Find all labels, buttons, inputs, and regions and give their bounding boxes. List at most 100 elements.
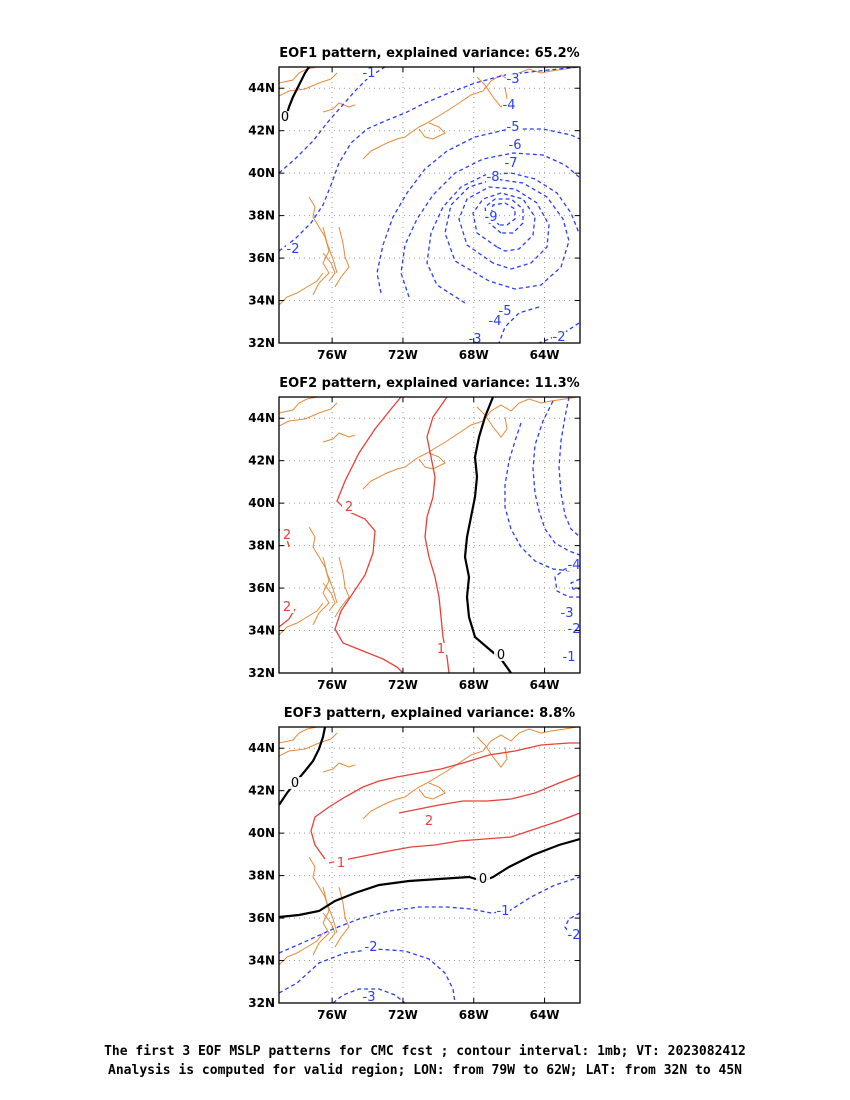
- contour-label: 0: [291, 776, 299, 791]
- contour-label: -6: [509, 138, 522, 153]
- coastline: [322, 556, 338, 604]
- contour-label: 2: [425, 814, 433, 829]
- y-tick-label: 34N: [248, 294, 275, 308]
- contour-label: -3: [363, 990, 376, 1005]
- x-tick-label: 72W: [388, 678, 418, 692]
- positive-contour: [328, 812, 580, 864]
- zero-contour: [279, 727, 327, 806]
- coastline: [476, 76, 508, 108]
- contour-label: -1: [563, 650, 576, 665]
- coastline: [279, 602, 324, 636]
- zero-contour: [279, 837, 580, 919]
- contour-label: -3: [469, 332, 482, 347]
- contour-label: -4: [503, 98, 516, 113]
- contour-label: -8: [487, 170, 500, 185]
- x-tick-label: 72W: [388, 1008, 418, 1022]
- y-tick-label: 40N: [248, 166, 275, 180]
- negative-contour: [400, 152, 580, 298]
- negative-contour: [472, 192, 536, 252]
- caption-line-1: The first 3 EOF MSLP patterns for CMC fc…: [104, 1044, 746, 1059]
- panel-title: EOF3 pattern, explained variance: 8.8%: [284, 706, 575, 721]
- eof2-panel: EOF2 pattern, explained variance: 11.3% 2…: [248, 376, 581, 692]
- coastline: [322, 252, 336, 282]
- coastline: [418, 452, 446, 470]
- coastline: [334, 226, 350, 288]
- contour-label: -9: [485, 210, 498, 225]
- contour-label: -2: [365, 940, 378, 955]
- zero-contour: [283, 67, 310, 122]
- coastline: [279, 402, 338, 427]
- coastline: [308, 526, 330, 626]
- contour-label: -3: [507, 72, 520, 87]
- contour-label: 1: [437, 642, 445, 657]
- positive-contour: [424, 397, 450, 673]
- zero-contour: [463, 397, 512, 673]
- coastline: [322, 886, 338, 934]
- y-tick-label: 42N: [248, 454, 275, 468]
- x-tick-label: 68W: [459, 1008, 489, 1022]
- negative-contour: [332, 988, 406, 1003]
- coastline: [322, 762, 356, 773]
- contour-label: -4: [568, 558, 581, 573]
- y-tick-label: 44N: [248, 411, 275, 425]
- negative-contour: [564, 912, 580, 938]
- negative-contour: [558, 397, 580, 538]
- contour-label: -5: [507, 120, 520, 135]
- negative-contour: [554, 564, 580, 598]
- negative-contour: [279, 67, 386, 174]
- negative-contour: [498, 306, 540, 343]
- y-tick-label: 32N: [248, 996, 275, 1010]
- coastline: [279, 727, 318, 744]
- x-tick-label: 72W: [388, 348, 418, 362]
- x-tick-label: 64W: [530, 1008, 560, 1022]
- contour-label: -4: [489, 314, 502, 329]
- plot-frame: [278, 396, 581, 674]
- contour-label: -7: [505, 156, 518, 171]
- coastline: [279, 272, 324, 306]
- x-tick-label: 76W: [317, 1008, 347, 1022]
- contour-label: -2: [568, 622, 581, 637]
- contour-label: 2: [283, 528, 291, 543]
- contour-label: -1: [363, 66, 376, 81]
- y-tick-label: 40N: [248, 496, 275, 510]
- x-tick-label: 76W: [317, 678, 347, 692]
- plot-area: 0-1-2-3-4-5-6-7-8-9-5-4-3 -2: [279, 66, 580, 347]
- eof1-panel: EOF1 pattern, explained variance: 65.2% 0…: [248, 46, 581, 362]
- y-tick-label: 36N: [248, 911, 275, 925]
- eof3-panel: EOF3 pattern, explained variance: 8.8% 0 2…: [248, 706, 581, 1022]
- coastline: [322, 582, 336, 612]
- y-tick-label: 38N: [248, 869, 275, 883]
- coastline: [362, 397, 578, 490]
- coastline: [418, 122, 446, 140]
- y-tick-label: 32N: [248, 666, 275, 680]
- coastline: [322, 102, 356, 113]
- panel-title: EOF2 pattern, explained variance: 11.3%: [279, 376, 579, 391]
- negative-contour: [279, 876, 580, 954]
- negative-contour: [532, 400, 580, 556]
- x-tick-label: 68W: [459, 678, 489, 692]
- coastline: [279, 732, 338, 757]
- y-tick-label: 44N: [248, 81, 275, 95]
- contour-label: 0: [497, 648, 505, 663]
- coastline: [362, 727, 578, 820]
- y-tick-label: 42N: [248, 784, 275, 798]
- plot-frame: [278, 66, 581, 344]
- positive-contour: [310, 742, 580, 860]
- coastline: [279, 932, 324, 966]
- y-tick-label: 32N: [248, 336, 275, 350]
- coastline: [334, 556, 350, 618]
- contour-label: 0: [281, 110, 289, 125]
- contour-label: -1: [497, 904, 510, 919]
- negative-contour: [279, 948, 456, 1003]
- plot-frame: [278, 726, 581, 1004]
- y-tick-label: 38N: [248, 209, 275, 223]
- contour-label: 1: [337, 856, 345, 871]
- caption-line-2: Analysis is computed for valid region; L…: [108, 1063, 742, 1078]
- coastline: [362, 67, 578, 160]
- y-tick-label: 38N: [248, 539, 275, 553]
- positive-contour: [398, 774, 580, 814]
- negative-contour: [279, 67, 580, 252]
- contour-label: -3: [561, 606, 574, 621]
- x-tick-label: 64W: [530, 678, 560, 692]
